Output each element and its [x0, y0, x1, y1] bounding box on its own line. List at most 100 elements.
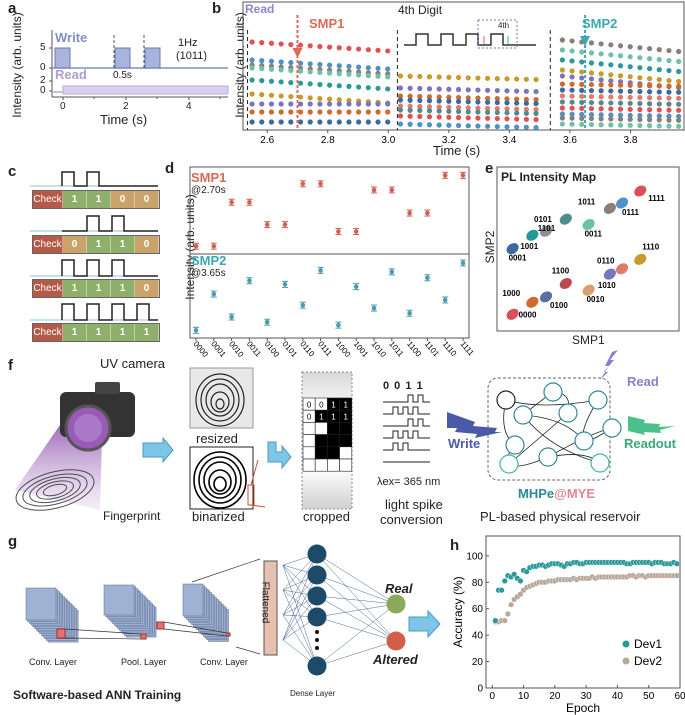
data-point: [627, 122, 633, 128]
data-point: [598, 112, 604, 118]
data-point: [533, 100, 539, 107]
data-point: [465, 123, 471, 129]
dense-neuron: [307, 586, 327, 606]
bit-cell: 0: [111, 191, 135, 208]
kernel-region: [56, 628, 66, 639]
data-point: [646, 83, 653, 89]
conversion-label-2: conversion: [380, 512, 443, 527]
dense-neuron: [307, 656, 327, 676]
data-point: [259, 119, 265, 125]
data-point: [523, 124, 529, 130]
bit-cell: 1: [87, 280, 111, 297]
layer-label: Conv. Layer: [29, 657, 77, 667]
panel-g-title: Software-based ANN Training: [13, 688, 182, 702]
data-point: [365, 47, 371, 53]
cluster: [615, 263, 629, 275]
data-point: [637, 65, 643, 71]
data-point: [317, 61, 323, 68]
data-point: [569, 93, 575, 99]
data-point: [455, 98, 462, 105]
data-point: [446, 104, 452, 110]
data-point: [514, 110, 520, 116]
data-point: [455, 108, 462, 115]
kernel-region: [140, 633, 147, 640]
data-point: [608, 52, 614, 58]
data-point: [249, 119, 255, 125]
check-cell: Check: [33, 236, 63, 253]
data-point: [278, 119, 284, 125]
read-label: Read: [55, 67, 87, 82]
data-point: [375, 47, 381, 53]
data-point: [523, 96, 529, 102]
data-point: [446, 114, 452, 120]
ellipsis-dot: [315, 646, 319, 650]
data-point: [268, 66, 275, 72]
data-point: [346, 101, 352, 107]
data-point: [514, 96, 520, 102]
dense-link: [316, 603, 397, 667]
data-point: [460, 173, 466, 178]
data-point: [617, 82, 624, 88]
dense-neuron: [307, 565, 327, 585]
data-point: [617, 100, 624, 106]
data-point: [407, 113, 413, 119]
data-point: [485, 95, 491, 101]
data-point: [259, 66, 265, 72]
data-point: [608, 112, 614, 118]
data-point: [569, 58, 575, 64]
data-point: [494, 87, 500, 94]
kernel-region: [226, 632, 231, 637]
crop-cell-value: 1: [319, 413, 324, 422]
data-point: [397, 93, 404, 99]
data-point: [436, 108, 442, 114]
data-point: [264, 319, 270, 325]
data-point: [559, 87, 565, 93]
data-point: [676, 83, 682, 89]
crop-cell: [339, 458, 353, 472]
bit-cell: 1: [87, 324, 111, 341]
data-point: [569, 121, 575, 127]
data-point: [637, 100, 643, 107]
dense-link: [316, 574, 397, 605]
data-point: [637, 122, 643, 129]
data-point: [598, 100, 604, 106]
data-point: [407, 310, 412, 316]
data-point: [617, 122, 624, 128]
data-point: [385, 109, 391, 115]
data-point: [608, 62, 614, 68]
cluster: [506, 243, 519, 255]
data-point: [598, 94, 604, 100]
data-point: [417, 121, 423, 128]
data-point: [455, 86, 462, 93]
crop-cell-value: 1: [331, 401, 336, 410]
material-part1: MHPe: [518, 486, 555, 501]
cluster-label: 0001: [509, 254, 527, 263]
data-point: [436, 98, 442, 104]
data-point: [436, 114, 442, 120]
kernel-region: [156, 621, 165, 630]
data-point: [656, 83, 662, 89]
data-point: [504, 110, 510, 116]
data-point: [465, 87, 471, 93]
ytick: 5: [40, 42, 46, 53]
data-point: [666, 101, 672, 107]
data-point: [494, 95, 500, 102]
data-point: [375, 119, 381, 125]
data-point: [514, 124, 520, 130]
data-point: [514, 106, 520, 112]
data-point: [317, 95, 323, 102]
data-point: [317, 43, 323, 50]
write-pulse: [144, 47, 161, 69]
data-point: [417, 107, 423, 114]
data-point: [559, 57, 565, 63]
data-point: [465, 95, 471, 101]
data-point: [627, 106, 633, 112]
write-label: Write: [55, 30, 88, 45]
data-point: [425, 275, 430, 281]
data-point: [475, 87, 481, 93]
data-point: [627, 82, 633, 88]
data-point: [336, 322, 341, 328]
panel-g-graphics: [25, 544, 441, 676]
d-smp1-label: SMP1: [191, 170, 227, 185]
data-point: [559, 111, 565, 117]
